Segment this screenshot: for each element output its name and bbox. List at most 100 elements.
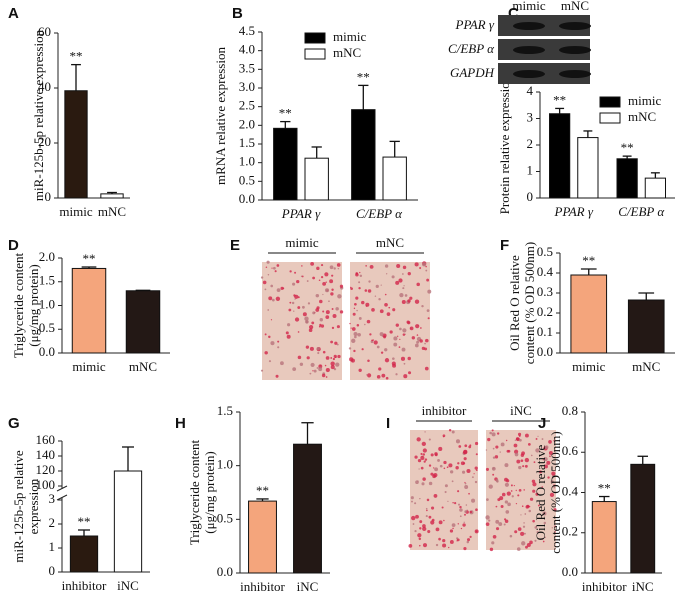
stain-dot	[367, 359, 370, 362]
y-tick-label: 1	[527, 162, 534, 177]
error-bar	[598, 495, 610, 502]
stain-dot	[456, 538, 460, 542]
stain-dot	[408, 544, 413, 548]
stain-dot	[285, 331, 289, 335]
stain-dot	[534, 526, 538, 529]
stain-dot	[414, 343, 419, 348]
stain-dot	[464, 485, 469, 489]
stain-dot	[536, 530, 539, 534]
stain-dot	[526, 504, 530, 508]
y-tick-label: 1	[49, 539, 56, 554]
stain-dot	[422, 543, 428, 548]
stain-dot	[506, 491, 511, 496]
stain-dot	[460, 461, 465, 466]
panel-letter: F	[500, 237, 509, 254]
stain-dot	[419, 339, 423, 343]
stain-dot	[509, 534, 513, 538]
stain-dot	[457, 490, 460, 493]
stain-dot	[500, 442, 505, 447]
error-bar	[81, 266, 97, 269]
stain-dot	[306, 280, 309, 282]
blot-band	[559, 70, 591, 78]
stain-dot	[403, 374, 408, 379]
y-tick-label: 4.5	[239, 23, 255, 38]
stain-dot	[435, 543, 439, 547]
stain-dot	[454, 502, 457, 505]
stain-dot	[410, 496, 414, 500]
stain-dot	[542, 540, 545, 543]
stain-dot	[302, 312, 307, 317]
blot-band	[513, 22, 545, 30]
y-tick-label: 0.0	[217, 564, 233, 579]
y-tick-label: 1.5	[39, 273, 55, 288]
significance: **	[553, 92, 566, 107]
stain-dot	[301, 265, 303, 267]
stain-dot	[457, 462, 460, 465]
stain-dot	[448, 546, 450, 549]
panel-letter: I	[386, 415, 390, 432]
stain-dot	[395, 323, 399, 327]
stain-dot	[358, 368, 362, 372]
stain-dot	[541, 438, 544, 440]
stain-dot	[419, 544, 421, 547]
stain-dot	[421, 441, 426, 447]
y-tick-label: 3.0	[239, 79, 255, 94]
stain-dot	[380, 284, 382, 286]
stain-dot	[447, 500, 449, 502]
stain-dot	[489, 431, 492, 435]
stain-dot	[551, 471, 556, 476]
bar	[69, 535, 99, 573]
stain-dot	[415, 514, 419, 519]
stain-dot	[329, 279, 334, 284]
stain-dot	[310, 261, 315, 266]
stain-dot	[489, 547, 494, 552]
stain-dot	[524, 513, 527, 515]
stain-dot	[462, 450, 468, 455]
stain-dot	[541, 537, 544, 541]
stain-dot	[503, 523, 506, 526]
y-tick-label: 140	[36, 447, 56, 462]
stain-dot	[485, 515, 490, 520]
stain-dot	[548, 451, 553, 455]
stain-dot	[504, 518, 507, 521]
x-tick-label: iNC	[632, 579, 654, 594]
stain-dot	[485, 522, 490, 526]
stain-dot	[525, 545, 528, 549]
x-tick-label: PPAR γ	[281, 206, 321, 221]
stain-dot	[276, 264, 280, 267]
stain-dot	[378, 297, 381, 301]
bar	[100, 193, 124, 199]
y-tick-label: 40	[38, 79, 51, 94]
stain-dot	[337, 267, 340, 270]
stain-dot	[270, 284, 274, 288]
stain-dot	[268, 360, 272, 363]
stain-dot	[442, 543, 447, 548]
stain-dot	[309, 324, 314, 330]
stain-dot	[491, 466, 496, 471]
y-tick-label: 2	[527, 136, 534, 151]
stain-dot	[438, 537, 441, 541]
stain-dot	[554, 531, 556, 533]
bar	[113, 470, 143, 573]
y-tick-label: 3	[49, 491, 56, 506]
stain-dot	[384, 348, 388, 352]
stain-dot	[409, 326, 414, 331]
stain-dot	[411, 336, 416, 340]
y-tick-label: 0.1	[537, 324, 553, 339]
stain-dot	[444, 490, 447, 494]
panel-letter: A	[8, 5, 19, 22]
stain-dot	[310, 362, 315, 367]
stain-dot	[365, 264, 367, 267]
stain-dot	[414, 299, 420, 304]
stain-dot	[543, 457, 548, 462]
stain-dot	[464, 482, 467, 485]
y-tick-label: 1.0	[39, 296, 55, 311]
stain-dot	[438, 446, 443, 451]
stain-dot	[430, 453, 434, 457]
stain-dot	[422, 524, 426, 528]
stain-dot	[427, 289, 432, 294]
stain-dot	[449, 470, 454, 474]
y-tick-label: 0.6	[562, 443, 579, 458]
stain-dot	[419, 497, 421, 500]
stain-dot	[522, 525, 526, 528]
